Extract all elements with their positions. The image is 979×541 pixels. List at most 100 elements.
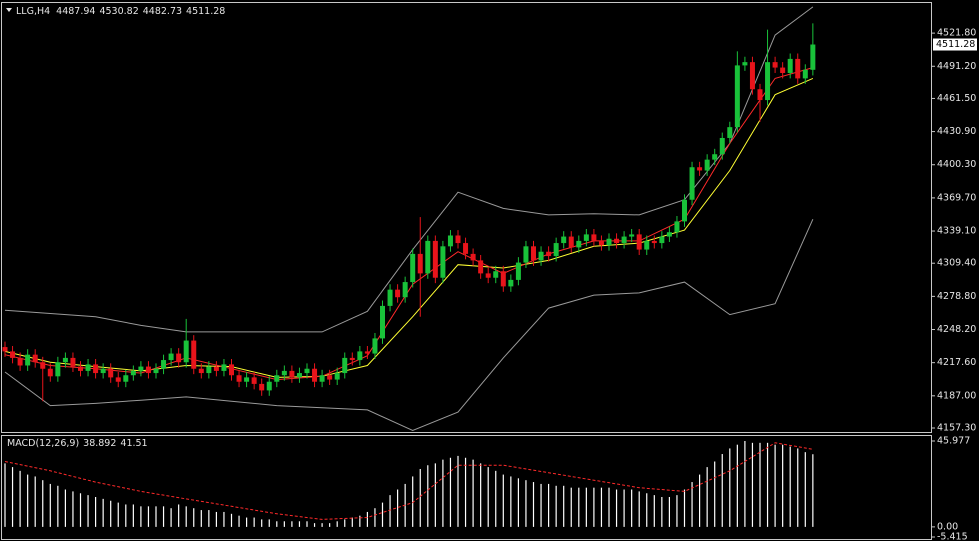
candle-body — [334, 373, 340, 380]
candle-body — [357, 351, 363, 361]
candle-body — [115, 377, 121, 382]
candle-body — [395, 289, 401, 298]
candle-body — [598, 240, 604, 246]
candle-body — [795, 58, 801, 79]
candle-body — [508, 279, 514, 287]
candle-body — [266, 381, 272, 391]
candle-body — [531, 246, 536, 261]
candle-body — [153, 368, 159, 374]
candle-body — [168, 353, 174, 361]
candle-body — [138, 366, 144, 371]
candle-body — [704, 159, 710, 171]
candle-body — [447, 235, 453, 247]
candle-body — [493, 271, 499, 278]
macd-value: 38.892 — [83, 438, 116, 449]
candle-body — [538, 251, 544, 261]
y-tick-label: 4248.20 — [937, 324, 976, 335]
candle-body — [213, 366, 219, 371]
candle-body — [697, 167, 703, 171]
symbol-title: LLG,H4 — [16, 6, 50, 17]
candle-body — [2, 347, 8, 352]
open-value: 4487.94 — [56, 6, 95, 17]
price-plot — [2, 6, 816, 432]
candle-body — [296, 373, 302, 378]
candle-body — [689, 167, 695, 200]
candle-body — [289, 370, 295, 378]
candle-body — [312, 368, 318, 382]
candle-body — [734, 65, 740, 128]
candle-body — [606, 238, 612, 246]
candle-body — [85, 364, 91, 371]
macd-title: MACD(12,26,9) — [7, 438, 79, 449]
candle-body — [463, 243, 469, 254]
macd-panel-frame — [1, 435, 932, 540]
candle-body — [402, 282, 408, 298]
candle-body — [25, 354, 31, 366]
y-tick-label: 4369.70 — [937, 192, 976, 203]
candle-body — [410, 253, 416, 283]
high-value: 4530.82 — [99, 6, 138, 17]
axes: 4521.80 4491.20 4461.50 4430.90 4400.30 4369.… — [931, 28, 977, 541]
candle-body — [591, 234, 597, 241]
candle-body — [380, 305, 385, 339]
candle-body — [259, 383, 265, 391]
price-marker-box — [933, 38, 977, 51]
candle-body — [440, 246, 446, 278]
price-marker: 4511.28 — [936, 39, 975, 50]
candle-body — [417, 253, 423, 274]
candle-body — [553, 243, 559, 257]
main-panel-frame — [1, 2, 932, 433]
candle-body — [304, 368, 310, 374]
candle-body — [425, 240, 431, 274]
candle-body — [176, 353, 182, 363]
menu-arrow[interactable] — [6, 8, 12, 12]
candle-body — [281, 370, 287, 376]
candle-body — [644, 240, 650, 250]
candle-body — [145, 366, 151, 374]
candle-body — [40, 362, 46, 369]
candle-body — [757, 89, 763, 101]
candle-body — [614, 238, 620, 244]
candle-body — [523, 246, 529, 263]
candle-body — [70, 357, 76, 367]
y-tick-label: 4430.90 — [937, 126, 976, 137]
candle-body — [500, 271, 506, 287]
candle-body — [78, 366, 83, 371]
y-tick-label: 4521.80 — [937, 28, 976, 39]
candle-body — [674, 221, 680, 233]
candle-body — [387, 289, 393, 306]
y-tick-label: 4157.30 — [937, 422, 976, 433]
candle-body — [712, 154, 718, 160]
candle-body — [62, 357, 68, 363]
candle-body — [651, 240, 657, 244]
candle-body — [666, 232, 672, 237]
candle-body — [576, 240, 582, 248]
candle-body — [349, 357, 355, 361]
candle-body — [161, 360, 167, 369]
y-tick-label: 4339.10 — [937, 226, 976, 237]
candle-body — [749, 62, 755, 90]
candle-body — [55, 362, 61, 377]
candle-body — [274, 375, 280, 382]
candle-body — [108, 368, 114, 378]
candle-body — [742, 62, 748, 66]
candle-body — [659, 236, 665, 244]
candle-body — [198, 368, 204, 374]
candle-body — [621, 236, 627, 244]
candle-body — [772, 62, 778, 68]
candle-body — [629, 234, 635, 237]
y-tick-label: -5.415 — [937, 532, 968, 541]
candle-body — [221, 364, 227, 371]
candle-body — [372, 338, 378, 354]
candle-body — [719, 137, 725, 155]
candle-body — [470, 253, 476, 261]
candle-body — [583, 234, 589, 241]
y-tick-label: 4187.00 — [937, 390, 976, 401]
candle-body — [327, 375, 333, 380]
candle-body — [229, 364, 234, 376]
y-tick-label: 45.977 — [937, 436, 970, 447]
candle-body — [206, 366, 212, 374]
